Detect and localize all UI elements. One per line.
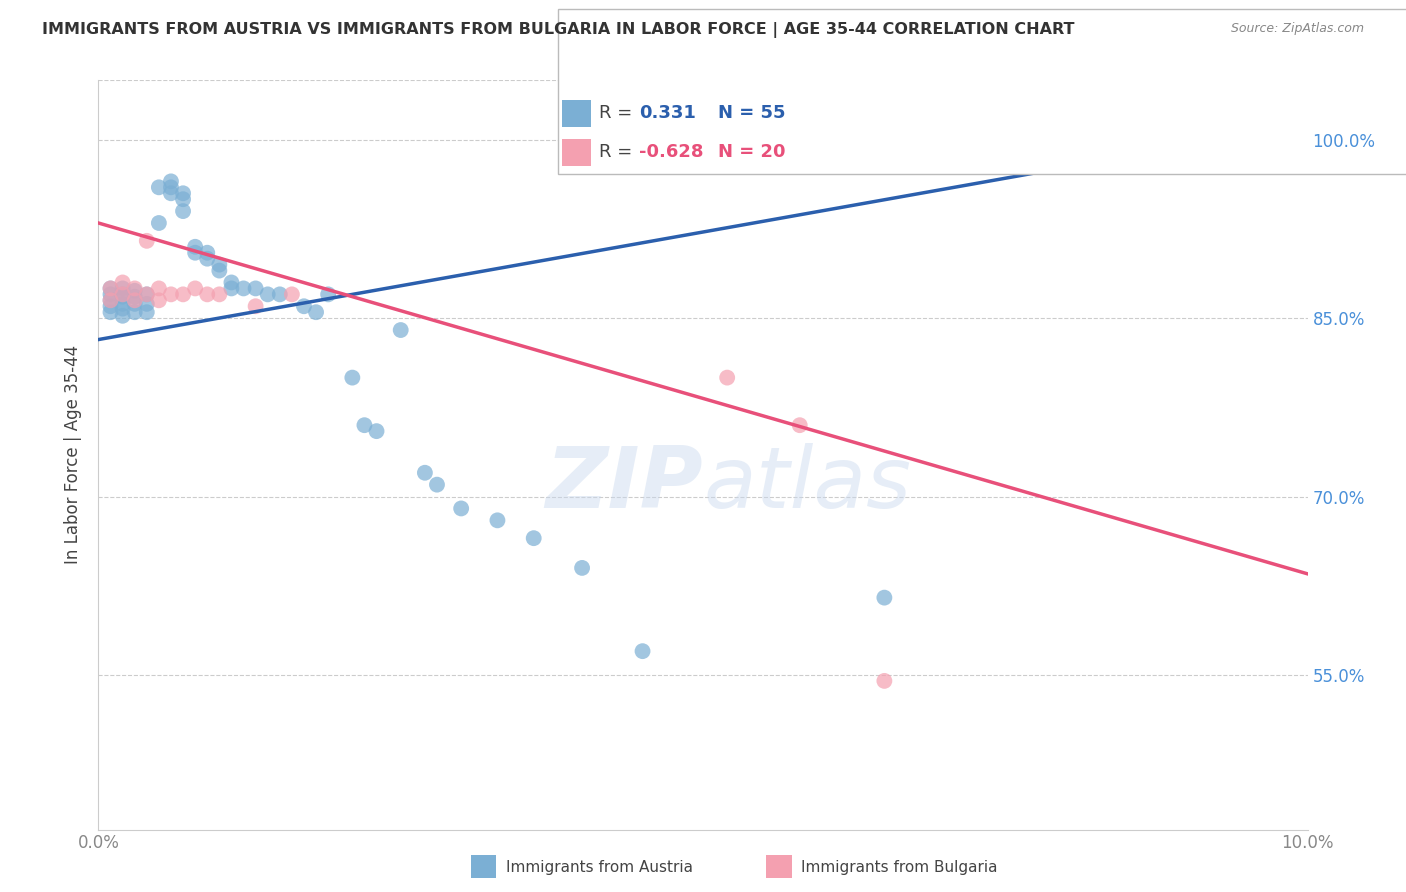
Point: [195, 252, 218, 266]
Point: [111, 276, 134, 290]
Point: [100, 287, 122, 301]
Point: [184, 245, 207, 260]
Point: [221, 276, 243, 290]
Point: [316, 287, 339, 301]
Point: [160, 186, 183, 201]
Point: [111, 290, 134, 304]
Text: Source: ZipAtlas.com: Source: ZipAtlas.com: [1230, 22, 1364, 36]
Point: [160, 180, 183, 194]
Point: [100, 281, 122, 295]
Point: [631, 644, 654, 658]
Point: [195, 287, 218, 301]
Point: [413, 466, 436, 480]
Point: [172, 186, 194, 201]
Point: [172, 204, 194, 219]
Text: Immigrants from Austria: Immigrants from Austria: [506, 860, 693, 874]
Point: [221, 281, 243, 295]
Point: [135, 287, 157, 301]
Point: [292, 299, 315, 313]
Point: [716, 370, 738, 384]
Point: [195, 245, 218, 260]
Point: [486, 513, 509, 527]
Point: [245, 299, 267, 313]
Point: [873, 591, 896, 605]
Point: [111, 309, 134, 323]
Point: [450, 501, 472, 516]
Point: [873, 673, 896, 688]
Point: [208, 287, 231, 301]
Point: [124, 290, 146, 304]
Point: [148, 293, 170, 308]
Point: [184, 281, 207, 295]
Point: [160, 174, 183, 188]
Point: [111, 301, 134, 316]
Point: [571, 561, 593, 575]
Point: [100, 293, 122, 308]
Point: [124, 281, 146, 295]
Text: atlas: atlas: [703, 443, 911, 526]
Point: [148, 180, 170, 194]
Point: [135, 297, 157, 311]
Point: [135, 305, 157, 319]
Point: [124, 305, 146, 319]
Point: [208, 263, 231, 277]
Point: [523, 531, 546, 545]
Point: [148, 216, 170, 230]
Point: [100, 293, 122, 308]
Point: [111, 287, 134, 301]
Point: [135, 287, 157, 301]
Point: [184, 240, 207, 254]
Point: [172, 287, 194, 301]
Point: [245, 281, 267, 295]
Point: [366, 424, 388, 438]
Point: [111, 287, 134, 301]
Point: [111, 297, 134, 311]
Point: [148, 281, 170, 295]
Point: [124, 293, 146, 308]
Point: [172, 192, 194, 206]
Point: [135, 234, 157, 248]
Text: ZIP: ZIP: [546, 443, 703, 526]
Text: Immigrants from Bulgaria: Immigrants from Bulgaria: [801, 860, 998, 874]
Point: [305, 305, 328, 319]
Point: [208, 258, 231, 272]
Point: [124, 284, 146, 298]
Point: [100, 281, 122, 295]
Point: [160, 287, 183, 301]
Point: [256, 287, 278, 301]
Point: [353, 418, 375, 433]
Point: [232, 281, 254, 295]
Point: [111, 281, 134, 295]
Point: [124, 297, 146, 311]
Point: [100, 305, 122, 319]
Point: [1223, 133, 1246, 147]
Point: [100, 299, 122, 313]
Point: [342, 370, 364, 384]
Y-axis label: In Labor Force | Age 35-44: In Labor Force | Age 35-44: [65, 345, 83, 565]
Point: [426, 477, 449, 491]
Point: [789, 418, 811, 433]
Point: [269, 287, 291, 301]
Point: [389, 323, 412, 337]
Point: [281, 287, 304, 301]
Point: [1091, 133, 1114, 147]
Text: IMMIGRANTS FROM AUSTRIA VS IMMIGRANTS FROM BULGARIA IN LABOR FORCE | AGE 35-44 C: IMMIGRANTS FROM AUSTRIA VS IMMIGRANTS FR…: [42, 22, 1074, 38]
